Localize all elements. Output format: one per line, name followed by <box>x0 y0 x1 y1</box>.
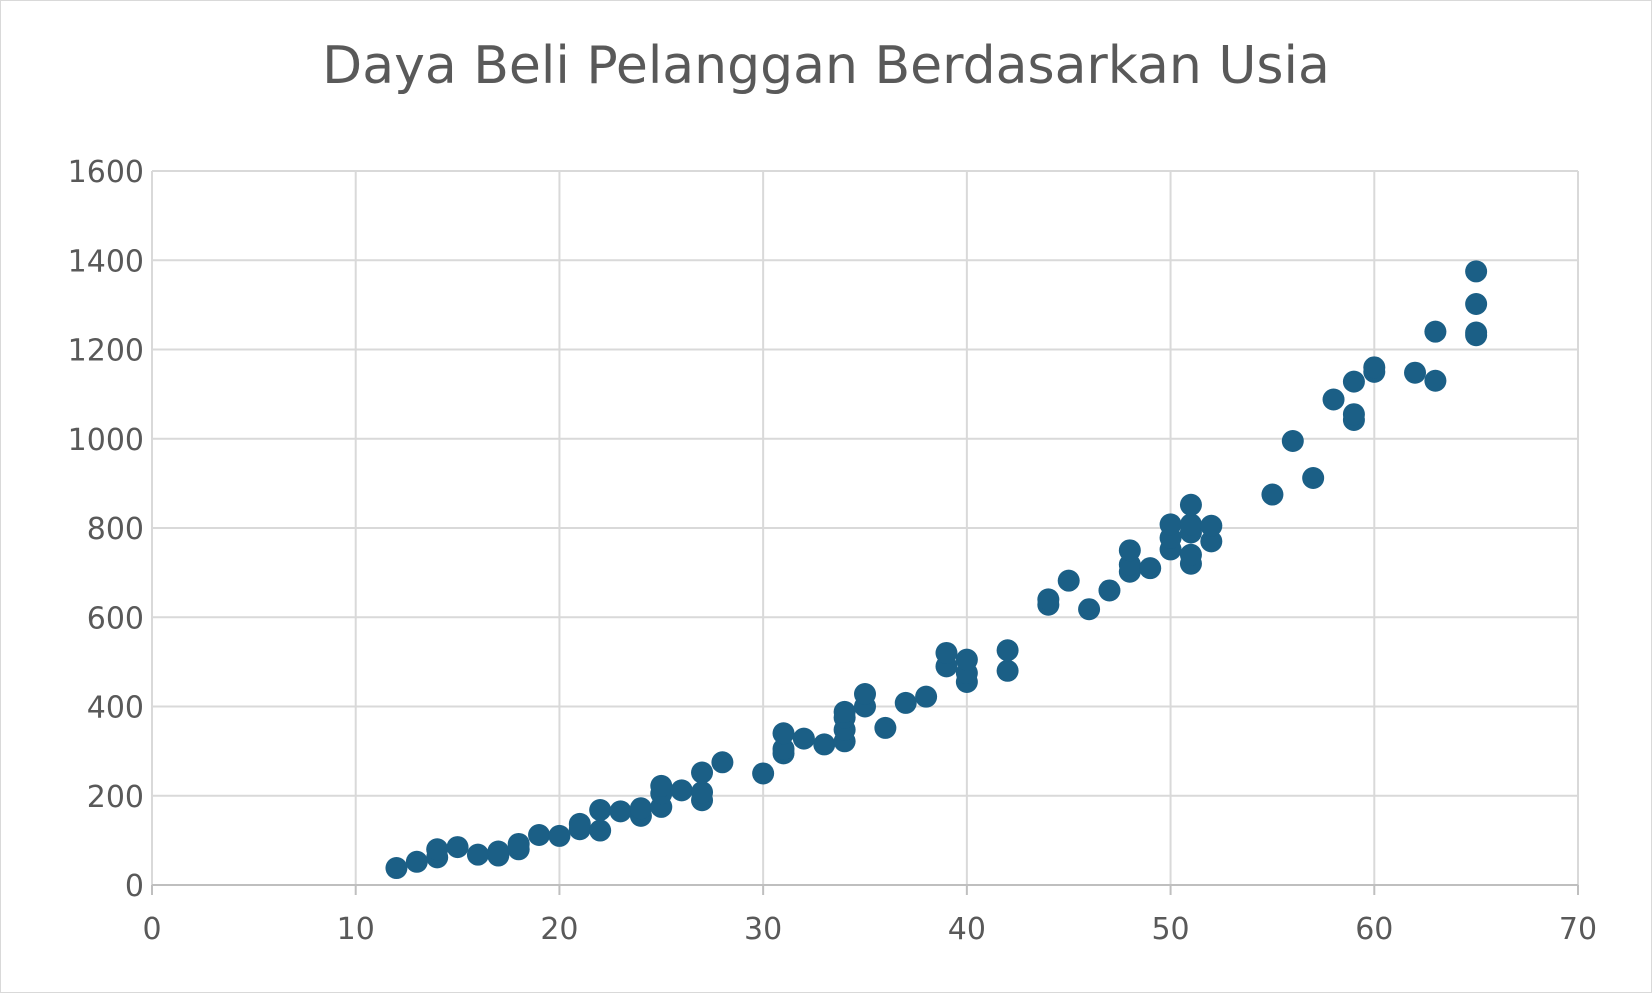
data-point <box>1465 260 1488 283</box>
data-point <box>1098 579 1121 602</box>
data-point <box>650 774 673 797</box>
y-tick-label: 800 <box>87 512 144 547</box>
data-point <box>1342 370 1365 393</box>
data-point <box>1424 320 1447 343</box>
x-tick-label: 20 <box>540 912 578 947</box>
data-point <box>1037 588 1060 611</box>
y-tick-label: 1000 <box>68 423 144 458</box>
data-point <box>1200 514 1223 537</box>
gridlines <box>152 170 1579 885</box>
data-point <box>487 840 510 863</box>
data-point <box>935 641 958 664</box>
data-point <box>854 683 876 706</box>
data-point <box>589 819 612 842</box>
data-point <box>996 659 1019 682</box>
data-point <box>1465 321 1488 344</box>
data-point <box>1322 388 1345 411</box>
data-point <box>507 832 530 855</box>
data-point <box>1179 493 1202 516</box>
data-point <box>1363 356 1386 379</box>
data-point <box>691 781 714 804</box>
data-point <box>874 716 897 739</box>
data-point <box>426 838 449 861</box>
data-point <box>711 751 734 774</box>
data-point <box>691 761 714 784</box>
data-point <box>1078 598 1101 621</box>
data-point <box>670 779 693 802</box>
y-tick-label: 200 <box>87 780 144 815</box>
x-tick-label: 0 <box>142 912 161 947</box>
x-tick-label: 60 <box>1355 912 1393 947</box>
x-tick-label: 40 <box>948 912 986 947</box>
data-point <box>1281 429 1304 452</box>
data-point <box>466 843 489 866</box>
x-tick-labels: 0 10 20 30 40 50 60 70 <box>142 912 1597 947</box>
data-point <box>1179 513 1202 536</box>
data-point <box>405 850 428 873</box>
data-point <box>915 685 938 708</box>
data-point <box>385 857 408 880</box>
x-tick-label: 30 <box>744 912 782 947</box>
y-tick-label: 600 <box>87 601 144 636</box>
data-point <box>1261 483 1284 506</box>
x-tick-label: 50 <box>1151 912 1189 947</box>
data-point <box>1465 292 1488 315</box>
y-tick-label: 1400 <box>68 244 144 279</box>
data-point <box>752 762 775 785</box>
data-point <box>792 727 815 750</box>
data-point <box>1159 513 1182 536</box>
data-point <box>996 639 1019 662</box>
chart-title: Daya Beli Pelanggan Berdasarkan Usia <box>322 36 1330 96</box>
y-tick-label: 1200 <box>68 334 144 369</box>
data-point <box>568 812 591 835</box>
data-point <box>1200 530 1223 553</box>
data-point <box>609 800 632 823</box>
data-point <box>1302 467 1325 490</box>
data-point <box>813 733 836 756</box>
data-point <box>1342 403 1365 426</box>
y-tick-labels: 0 200 400 600 800 1000 1200 1400 1600 <box>68 155 144 904</box>
data-point <box>1179 543 1202 566</box>
data-points <box>385 260 1488 880</box>
data-point <box>955 648 978 671</box>
data-point <box>1118 539 1141 562</box>
y-tick-label: 1600 <box>68 155 144 190</box>
data-point <box>1139 557 1162 580</box>
data-point <box>772 737 795 760</box>
y-tick-label: 0 <box>125 869 144 904</box>
data-point <box>589 799 612 822</box>
data-point <box>772 722 795 745</box>
data-point <box>446 836 469 859</box>
data-point <box>1404 361 1427 384</box>
x-tick-label: 10 <box>337 912 375 947</box>
y-tick-label: 400 <box>87 691 144 726</box>
data-point <box>629 797 652 820</box>
data-point <box>1424 369 1447 392</box>
data-point <box>1057 569 1080 592</box>
x-tick-label: 70 <box>1559 912 1597 947</box>
data-point <box>528 824 551 847</box>
data-point <box>894 691 917 714</box>
axes <box>151 171 1579 895</box>
data-point <box>833 700 856 723</box>
data-point <box>548 824 571 847</box>
